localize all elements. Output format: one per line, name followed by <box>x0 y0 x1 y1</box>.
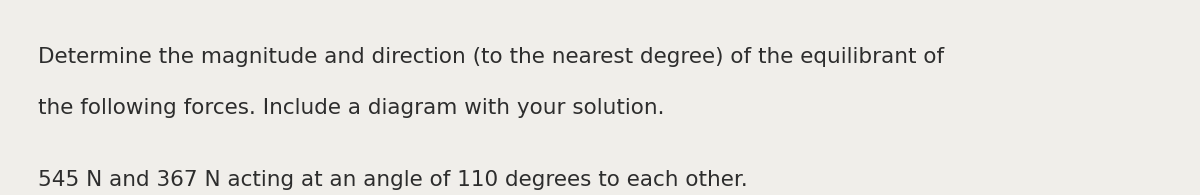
Text: Determine the magnitude and direction (to the nearest degree) of the equilibrant: Determine the magnitude and direction (t… <box>38 47 944 67</box>
Text: 545 N and 367 N acting at an angle of 110 degrees to each other.: 545 N and 367 N acting at an angle of 11… <box>38 170 748 190</box>
Text: the following forces. Include a diagram with your solution.: the following forces. Include a diagram … <box>38 98 665 118</box>
